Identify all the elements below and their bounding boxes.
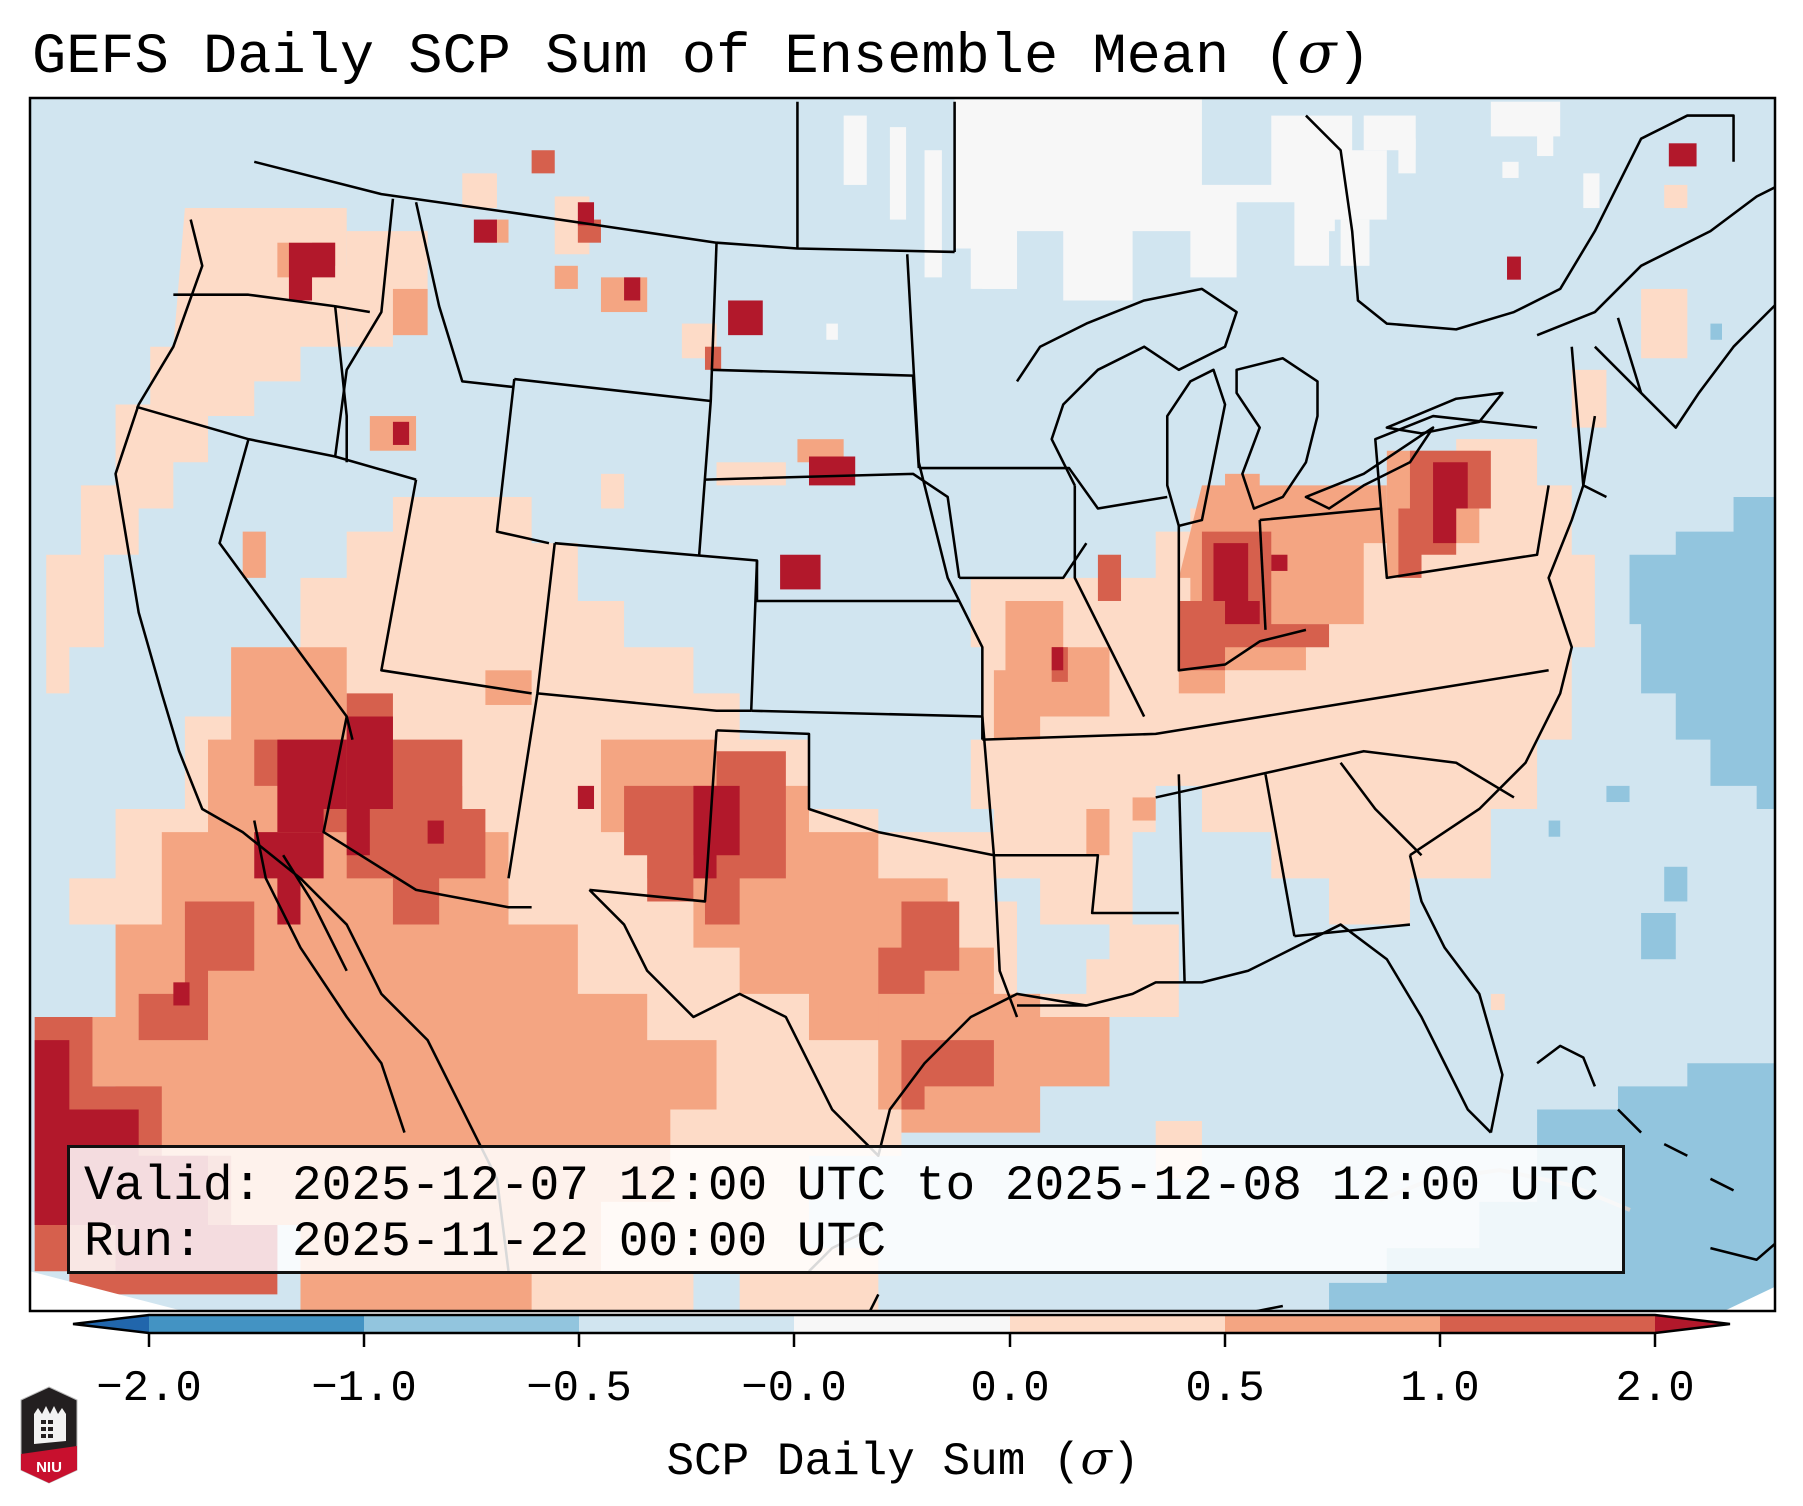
tick-label: −1.0 bbox=[311, 1364, 417, 1414]
border-az bbox=[322, 716, 532, 909]
border-nv-ut bbox=[380, 479, 532, 695]
maine-coast bbox=[1593, 303, 1775, 429]
colorbar-label-close: ) bbox=[1111, 1436, 1140, 1488]
logo-text: NIU bbox=[36, 1459, 62, 1476]
florida-coast bbox=[1408, 854, 1504, 1133]
lake-ontario bbox=[1385, 391, 1504, 435]
border-tn-ky bbox=[982, 669, 1549, 741]
border-ar-la bbox=[993, 853, 1179, 915]
map-frame bbox=[28, 96, 1777, 1313]
st-lawrence bbox=[1305, 114, 1735, 331]
lake-superior bbox=[1015, 287, 1238, 486]
colorbar-bin bbox=[794, 1315, 1010, 1333]
valid-run-info-box: Valid: 2025-12-07 12:00 UTC to 2025-12-0… bbox=[67, 1145, 1625, 1274]
colorbar-label-text: SCP Daily Sum ( bbox=[666, 1436, 1081, 1488]
state-boundaries bbox=[114, 101, 1775, 1311]
border-sd-ne bbox=[704, 472, 961, 579]
colorbar-bin bbox=[1440, 1315, 1655, 1333]
atlantic-coast bbox=[1409, 415, 1597, 857]
tick-label: 2.0 bbox=[1615, 1364, 1695, 1414]
border-or-ca bbox=[136, 405, 417, 481]
field-near-zero bbox=[826, 99, 1600, 340]
border-id-mt bbox=[414, 201, 515, 389]
baja-coast bbox=[253, 820, 406, 1133]
run-line: Run: 2025-11-22 00:00 UTC bbox=[84, 1214, 886, 1270]
niu-logo: NIU bbox=[20, 1386, 78, 1484]
border-tx-ok bbox=[716, 729, 1019, 1018]
border-oh-pa bbox=[1259, 485, 1550, 580]
colorbar-extend-low bbox=[73, 1315, 149, 1333]
border-in bbox=[1177, 525, 1307, 672]
colorbar-bin bbox=[149, 1315, 364, 1333]
title-sigma: σ bbox=[1297, 20, 1337, 86]
border-co bbox=[554, 541, 759, 711]
tick-label: −0.5 bbox=[526, 1364, 632, 1414]
border-or-id bbox=[333, 306, 348, 463]
border-ia-wi bbox=[918, 466, 1168, 510]
tick-label: −2.0 bbox=[96, 1364, 202, 1414]
pacific-coast bbox=[114, 219, 510, 1272]
title-close: ) bbox=[1336, 26, 1371, 90]
valid-line: Valid: 2025-12-07 12:00 UTC to 2025-12-0… bbox=[84, 1158, 1599, 1214]
border-mn-ia bbox=[905, 254, 984, 740]
tick-label: 1.0 bbox=[1400, 1364, 1480, 1414]
border-us-canada-west bbox=[253, 160, 955, 254]
map-panel bbox=[30, 98, 1775, 1311]
border-ms-al bbox=[1177, 774, 1186, 983]
run-value: 2025-11-22 00:00 UTC bbox=[291, 1214, 887, 1270]
tick-label: −0.0 bbox=[741, 1364, 847, 1414]
border-mt-nd bbox=[709, 242, 718, 402]
border-ut-az bbox=[537, 692, 752, 713]
title-text: GEFS Daily SCP Sum of Ensemble Mean ( bbox=[32, 26, 1298, 90]
border-tx-mx bbox=[588, 888, 1087, 1157]
tick-label: 0.5 bbox=[1185, 1364, 1265, 1414]
border-wa-or bbox=[173, 293, 371, 314]
border-il bbox=[1073, 485, 1146, 718]
gulf-coast bbox=[1017, 923, 1492, 1134]
colorbar-bin bbox=[364, 1315, 579, 1333]
colorbar-bin bbox=[579, 1315, 794, 1333]
lake-michigan bbox=[1165, 368, 1227, 528]
border-ga-sc bbox=[1339, 761, 1423, 857]
valid-label: Valid: bbox=[84, 1158, 263, 1214]
valid-value: 2025-12-07 12:00 UTC to 2025-12-08 12:00… bbox=[291, 1158, 1599, 1214]
tick-label: 0.0 bbox=[970, 1364, 1050, 1414]
border-ca-nv bbox=[218, 438, 354, 740]
border-south bbox=[1155, 749, 1515, 799]
run-label: Run: bbox=[84, 1214, 203, 1270]
border-id-west bbox=[333, 198, 395, 457]
border-wy-west bbox=[495, 378, 550, 545]
colorbar-label: SCP Daily Sum (σ) bbox=[666, 1430, 1139, 1490]
border-nm bbox=[589, 730, 718, 903]
colorbar-bin bbox=[1010, 1315, 1225, 1333]
michigan-lower bbox=[1235, 356, 1319, 510]
bahamas bbox=[1536, 1044, 1597, 1087]
colorbar bbox=[72, 1313, 1731, 1347]
colorbar-label-sigma: σ bbox=[1080, 1431, 1112, 1485]
chart-title: GEFS Daily SCP Sum of Ensemble Mean (σ) bbox=[32, 18, 1371, 93]
colorbar-bin bbox=[1225, 1315, 1440, 1333]
logo-band bbox=[21, 1446, 77, 1483]
border-al-ga bbox=[1264, 774, 1296, 937]
border-ny-pa bbox=[1374, 414, 1538, 509]
lake-erie bbox=[1304, 426, 1435, 510]
colorbar-extend-high bbox=[1655, 1315, 1730, 1333]
